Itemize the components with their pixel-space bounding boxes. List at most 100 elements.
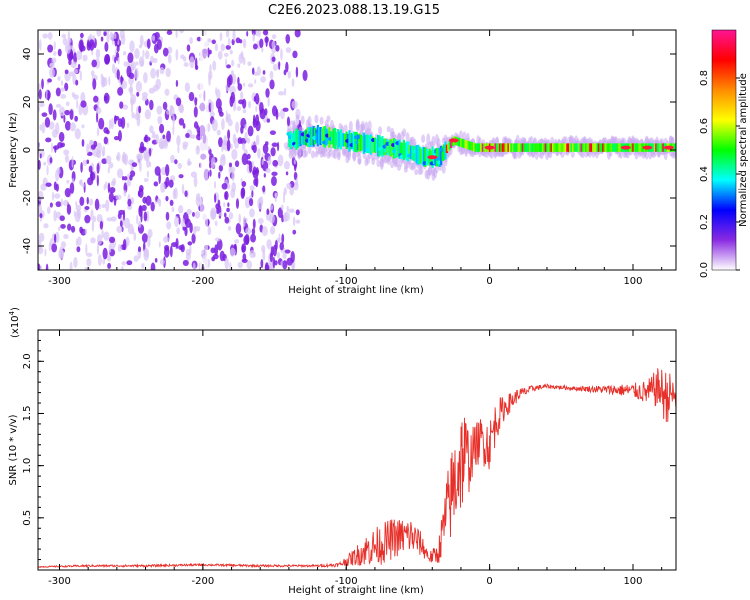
spectrogram-y-tick-label: 0	[22, 147, 33, 153]
spectrogram-cell	[143, 178, 149, 183]
spectrogram-cell	[216, 238, 223, 251]
spectrogram-ridge-cell	[504, 143, 507, 152]
spectrogram-cell	[76, 208, 81, 220]
spectrogram-cell	[60, 93, 67, 99]
spectrogram-cell	[165, 67, 171, 78]
spectrogram-ridge-cell	[447, 142, 450, 152]
spectrogram-cell	[357, 158, 362, 165]
spectrogram-ridge-cell	[516, 143, 519, 152]
spectrogram-cell	[113, 135, 120, 141]
snr-x-tick-label: 100	[623, 576, 642, 587]
spectrogram-ridge-cell	[438, 147, 441, 167]
spectrogram-cell	[44, 117, 51, 128]
spectrogram-cell	[163, 235, 170, 243]
spectrogram-cell	[108, 119, 112, 130]
spectrogram-cell	[107, 262, 112, 270]
spectrogram-cell	[269, 130, 276, 136]
spectrogram-cell	[291, 100, 298, 109]
spectrogram-cell	[51, 191, 55, 201]
spectrogram-ridge-cell	[364, 135, 367, 153]
spectrogram-cell	[48, 242, 51, 252]
spectrogram-cell	[101, 203, 106, 208]
spectrogram-cell	[138, 44, 142, 49]
spectrogram-ridge-cell	[467, 141, 470, 150]
spectrogram-ridge-cell	[530, 143, 533, 152]
spectrogram-cell	[38, 263, 41, 270]
spectrogram-cell	[240, 125, 244, 135]
spectrogram-ridge-cell	[550, 143, 553, 152]
spectrogram-ridge-cell	[398, 139, 401, 159]
spectrogram-cell	[248, 198, 254, 207]
spectrogram-cell	[74, 128, 81, 140]
spectrogram-cell	[90, 209, 94, 221]
spectrogram-ridge-cell	[332, 128, 335, 148]
spectrogram-ridge-cell	[418, 146, 421, 165]
spectrogram-ridge-cell	[311, 127, 314, 146]
spectrogram-cell	[192, 212, 195, 217]
spectrogram-ridge-cell	[414, 146, 417, 162]
spectrogram-cell	[149, 161, 152, 168]
spectrogram-cell	[38, 246, 44, 255]
spectrogram-cell	[114, 56, 117, 64]
spectrogram-cell	[38, 101, 45, 108]
spectrogram-cell	[62, 199, 69, 206]
spectrogram-ridge-cell	[331, 131, 334, 145]
spectrogram-cell	[91, 220, 95, 232]
spectrogram-cell	[275, 44, 280, 52]
spectrogram-cell	[352, 150, 357, 161]
spectrogram-cell	[146, 38, 151, 49]
spectrogram-cell	[226, 139, 231, 152]
spectrogram-cell	[265, 168, 271, 174]
spectrogram-ridge-cell	[523, 143, 526, 152]
spectrogram-cell	[314, 114, 319, 124]
spectrogram-ridge-cell	[541, 143, 545, 152]
spectrogram-cell	[88, 39, 95, 51]
spectrogram-cell	[232, 101, 237, 112]
spectrogram-cell	[267, 97, 270, 107]
spectrogram-cell	[81, 183, 85, 188]
spectrogram-cell	[135, 80, 143, 93]
spectrogram-cell	[262, 143, 269, 154]
spectrogram-ridge-cell	[527, 143, 530, 152]
spectrogram-cell	[55, 211, 62, 219]
spectrogram-cell	[326, 115, 331, 122]
spectrogram-cell	[143, 211, 148, 222]
spectrogram-cell	[45, 137, 52, 143]
spectrogram-cell	[69, 122, 77, 132]
spectrogram-cell	[225, 115, 229, 123]
spectrogram-cell	[195, 145, 200, 155]
spectrogram-ridge-cell	[498, 143, 502, 152]
spectrogram-cell	[120, 116, 126, 129]
spectrogram-cell	[117, 56, 120, 65]
spectrogram-band	[200, 30, 209, 270]
spectrogram-cell	[194, 97, 198, 106]
spectrogram-cell	[49, 202, 53, 208]
spectrogram-cell	[283, 69, 287, 76]
spectrogram-cell	[343, 124, 348, 133]
spectrogram-cell	[80, 100, 87, 108]
spectrogram-ridge-cell	[630, 143, 633, 152]
spectrogram-cell	[159, 140, 165, 150]
spectrogram-cell	[224, 257, 229, 270]
spectrogram-ridge-cell	[371, 136, 374, 154]
spectrogram-ridge-cell	[559, 143, 562, 152]
spectrogram-cell	[121, 154, 127, 164]
spectrogram-cell	[252, 33, 255, 42]
spectrogram-cell	[249, 208, 255, 218]
spectrogram-cell	[243, 82, 246, 87]
spectrogram-cell	[220, 43, 226, 52]
spectrogram-ridge-cell	[561, 143, 565, 152]
spectrogram-cell	[110, 117, 114, 130]
spectrogram-cell	[130, 93, 137, 105]
spectrogram-cell	[269, 79, 275, 90]
spectrogram-cell	[84, 205, 90, 210]
spectrogram-cell	[106, 129, 110, 135]
spectrogram-cell	[231, 170, 235, 182]
spectrogram-cell	[100, 73, 104, 79]
spectrogram-cell	[102, 257, 106, 265]
spectrogram-ridge-cell	[450, 139, 453, 148]
spectrogram-cell	[532, 137, 537, 146]
spectrogram-cell	[237, 137, 243, 144]
spectrogram-ridge-cell	[289, 131, 292, 150]
